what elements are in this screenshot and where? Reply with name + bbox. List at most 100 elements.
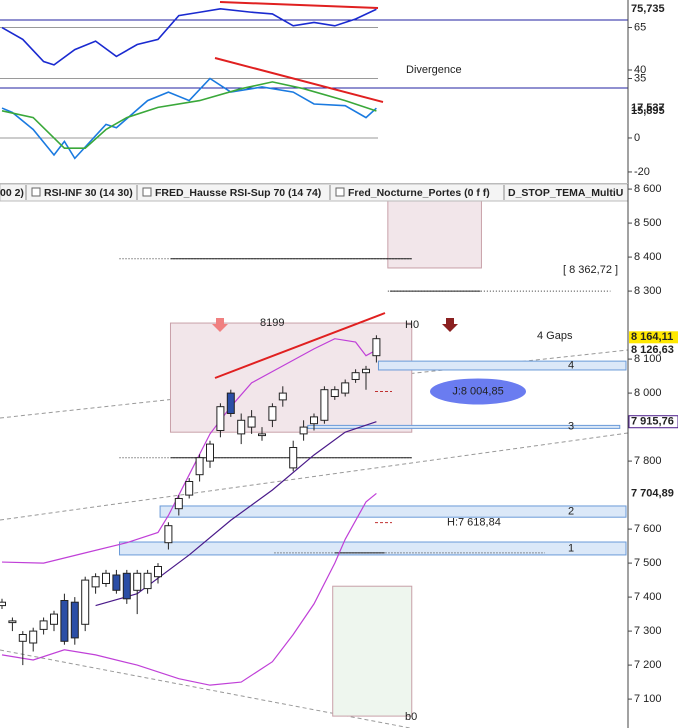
candle-body	[237, 419, 246, 435]
candle-body	[258, 433, 266, 437]
marker-label: J:8 004,85	[452, 385, 503, 397]
candle-body	[60, 599, 69, 642]
candle-body	[299, 426, 308, 435]
gap-label: 4	[568, 359, 574, 371]
candle-body	[289, 446, 298, 469]
zone	[169, 322, 413, 433]
annotation: H0	[405, 319, 419, 331]
price-tag-label: 7 704,89	[631, 487, 674, 499]
candle-body	[81, 579, 90, 625]
gap-zone	[377, 360, 627, 371]
osc-value-label: 75,735	[631, 3, 665, 15]
gap-label: 2	[568, 505, 574, 517]
candle-body	[50, 613, 58, 625]
y-tick-label: 7 600	[634, 523, 662, 535]
y-tick-label: 7 100	[634, 693, 662, 705]
tab-label[interactable]: 00 2)	[0, 187, 24, 199]
candle-body	[341, 382, 350, 394]
gap-label: 3	[568, 421, 574, 433]
candle-body	[102, 572, 110, 584]
annotation: Divergence	[406, 64, 462, 76]
candle-body	[133, 572, 142, 591]
y-tick-label: 7 800	[634, 455, 662, 467]
price-tag	[628, 415, 678, 429]
divergence-line	[214, 57, 384, 103]
osc-tick-label: -20	[634, 166, 650, 178]
tabs: 00 2) RSI-INF 30 (14 30) FRED_Hausse RSI-S…	[0, 185, 623, 200]
zone	[387, 199, 482, 269]
osc-tick-label: 65	[634, 21, 646, 33]
candle-body	[320, 389, 329, 421]
y-tick-label: 8 500	[634, 217, 662, 229]
y-tick-label: 8 300	[634, 285, 662, 297]
tab-checkbox[interactable]	[31, 187, 41, 197]
candle-body	[39, 620, 48, 630]
candle-body	[122, 572, 131, 600]
drawings: Divergence 8199 H0 b0 4 Gaps [ 8 362,72 ]	[212, 1, 618, 723]
price-tag-label: 7 915,76	[631, 416, 674, 428]
arrow	[442, 318, 458, 332]
y-tick-label: 7 400	[634, 591, 662, 603]
osc-tick-label: 40	[634, 64, 646, 76]
candle-body	[70, 601, 79, 639]
tab-checkbox[interactable]	[142, 187, 152, 197]
candle-body	[206, 443, 214, 462]
annotation: [ 8 362,72 ]	[563, 264, 618, 276]
y-tick-label: 8 000	[634, 387, 662, 399]
annotation: 4 Gaps	[537, 330, 573, 342]
candle-body	[91, 576, 100, 588]
gap-zone	[307, 424, 621, 429]
tab-label[interactable]: FRED_Hausse RSI-Sup 70 (14 74)	[155, 187, 321, 199]
candle-body	[330, 389, 339, 397]
candle-body	[174, 497, 183, 510]
candle-body	[112, 574, 121, 591]
price-tag-label: 8 164,11	[631, 331, 673, 343]
y-tick-label: 8 400	[634, 251, 662, 263]
annotation: 8199	[260, 317, 284, 329]
marker-label: H:7 618,84	[447, 517, 501, 529]
divergence-line	[214, 312, 386, 379]
candle-body	[278, 392, 287, 401]
price-panel: 4 3 2 1 J:8 004,85 H:7 618,84	[0, 8, 629, 728]
trendline	[0, 432, 629, 521]
candle-body	[18, 633, 27, 642]
candle-body	[268, 406, 277, 421]
price-tag-label: 8 126,63	[631, 344, 674, 356]
band-line	[1, 492, 377, 686]
candle-body	[372, 338, 381, 357]
y-tick-label: 7 200	[634, 659, 662, 671]
candle-body	[351, 372, 360, 380]
arrow	[212, 318, 228, 332]
zone	[332, 585, 413, 717]
y-tick-label: 7 300	[634, 625, 662, 637]
y-tick-label: 7 500	[634, 557, 662, 569]
y-tick-label: 8 600	[634, 183, 662, 195]
candle-body	[164, 525, 173, 544]
osc-tick-label: 35	[634, 72, 646, 84]
annotation: b0	[405, 711, 417, 723]
osc-line	[1, 81, 377, 149]
candle-body	[185, 480, 194, 496]
candle-body	[29, 630, 38, 644]
osc-value-label: 15,895	[631, 105, 665, 117]
candle-body	[143, 572, 152, 590]
gap-zone	[159, 505, 627, 518]
candle-body	[310, 416, 318, 425]
candle-body	[216, 406, 225, 431]
gap-label: 1	[568, 542, 574, 554]
candle-body	[247, 416, 256, 428]
tab-label[interactable]: RSI-INF 30 (14 30)	[44, 187, 133, 199]
candle-body	[226, 392, 235, 414]
tab-label[interactable]: Fred_Nocturne_Portes (0 f f)	[348, 187, 490, 199]
price-tag	[629, 331, 678, 344]
osc-tick-label: 0	[634, 132, 640, 144]
y-tick-label: 8 100	[634, 353, 662, 365]
tab-label[interactable]: D_STOP_TEMA_MultiU	[508, 187, 623, 199]
candle-body	[362, 368, 370, 374]
candle-body	[0, 601, 6, 607]
osc-value-label: 17,537	[631, 102, 665, 114]
gap-zone	[119, 541, 627, 556]
tab-checkbox[interactable]	[335, 187, 345, 197]
divergence-line	[219, 1, 379, 9]
